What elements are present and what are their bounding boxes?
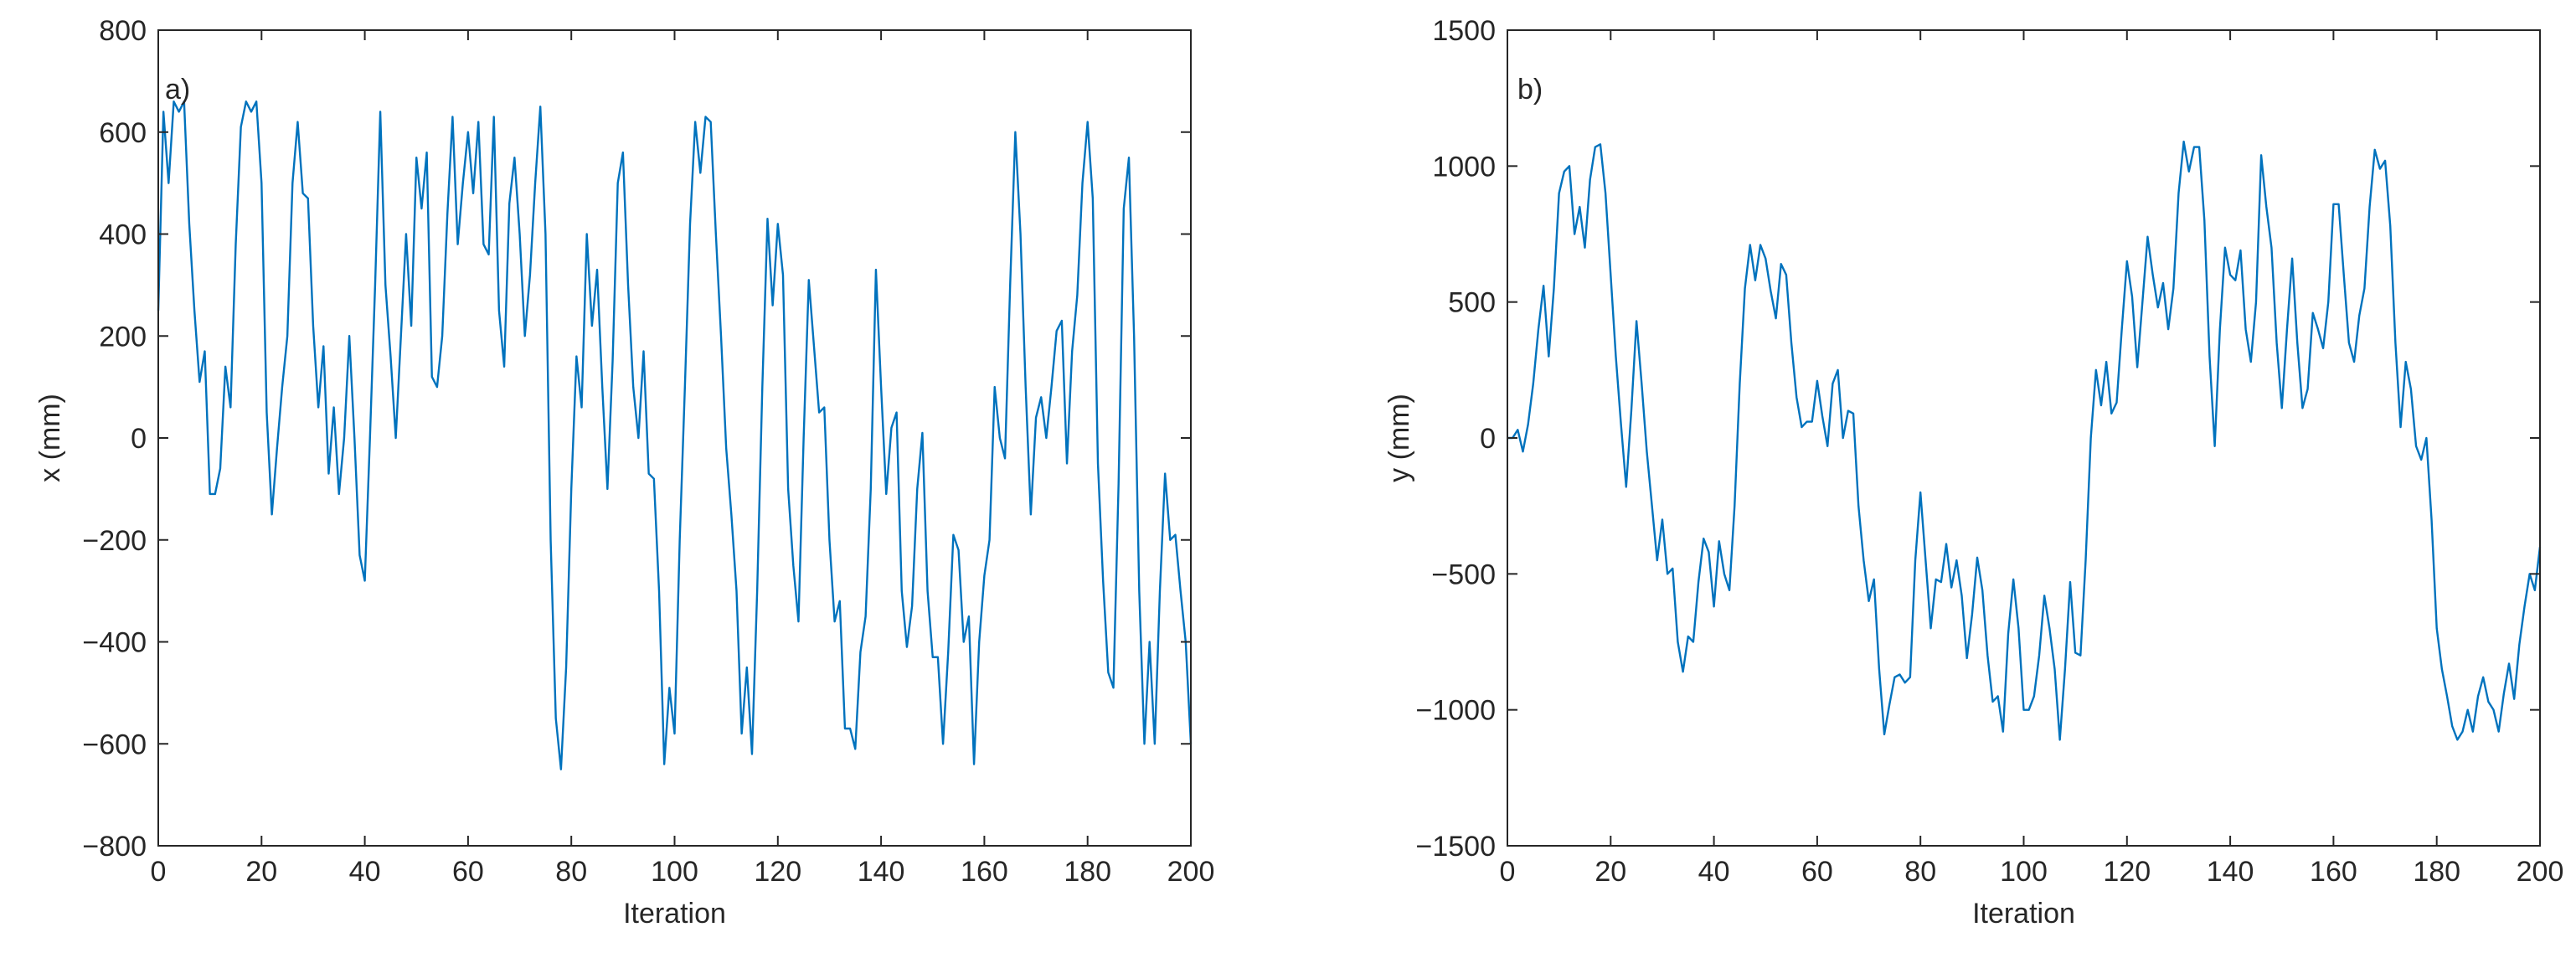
y-tick-label: −600 <box>82 729 147 760</box>
x-tick-label: 0 <box>1500 856 1516 888</box>
y-tick-label: 800 <box>99 15 147 47</box>
x-tick-label: 60 <box>1801 856 1833 888</box>
y-tick-label: 0 <box>131 423 147 455</box>
panel-annotation: b) <box>1517 74 1543 106</box>
y-tick-label: 500 <box>1448 287 1496 319</box>
x-tick-label: 40 <box>349 856 381 888</box>
y-axis-label: y (mm) <box>1383 394 1415 482</box>
x-tick-label: 160 <box>2310 856 2357 888</box>
y-tick-label: 200 <box>99 321 147 353</box>
x-tick-label: 180 <box>1064 856 1111 888</box>
x-tick-label: 20 <box>1595 856 1626 888</box>
x-tick-label: 40 <box>1698 856 1730 888</box>
chart-panel: 0 20 40 60 80 100 120 140 160 180 200 −1500 −1000 −50… <box>1383 15 2563 930</box>
x-tick-label: 100 <box>2000 856 2048 888</box>
y-tick-label: 0 <box>1480 423 1496 455</box>
x-tick-label: 200 <box>1167 856 1215 888</box>
x-tick-label: 0 <box>151 856 167 888</box>
x-tick-label: 140 <box>2207 856 2254 888</box>
panel-annotation: a) <box>165 74 190 106</box>
x-tick-label: 120 <box>2103 856 2151 888</box>
x-tick-label: 180 <box>2413 856 2460 888</box>
y-tick-label: −1000 <box>1416 695 1497 727</box>
y-tick-label: 1000 <box>1432 151 1496 183</box>
y-tick-label: −400 <box>82 627 147 659</box>
data-line <box>157 100 1193 770</box>
y-tick-label: 1500 <box>1432 15 1496 47</box>
x-axis-label: Iteration <box>1972 898 2075 930</box>
y-tick-label: −800 <box>82 831 147 863</box>
x-tick-label: 120 <box>754 856 801 888</box>
data-line <box>1507 140 2542 741</box>
x-tick-label: 140 <box>858 856 905 888</box>
x-axis-label: Iteration <box>623 898 726 930</box>
x-tick-label: 160 <box>961 856 1008 888</box>
y-tick-label: −500 <box>1431 559 1496 590</box>
x-tick-label: 100 <box>651 856 698 888</box>
y-tick-label: −1500 <box>1416 831 1497 863</box>
y-tick-label: 400 <box>99 219 147 251</box>
chart-panel: 0 20 40 60 80 100 120 140 160 180 200 −800 −600 −400 −… <box>34 15 1214 930</box>
x-tick-label: 80 <box>1904 856 1936 888</box>
x-tick-label: 20 <box>245 856 277 888</box>
x-tick-label: 200 <box>2517 856 2564 888</box>
x-tick-label: 60 <box>452 856 484 888</box>
y-tick-label: −200 <box>82 525 147 557</box>
y-tick-label: 600 <box>99 117 147 149</box>
x-tick-label: 80 <box>555 856 587 888</box>
plot-frame <box>1507 29 2541 847</box>
y-axis-label: x (mm) <box>34 394 66 482</box>
